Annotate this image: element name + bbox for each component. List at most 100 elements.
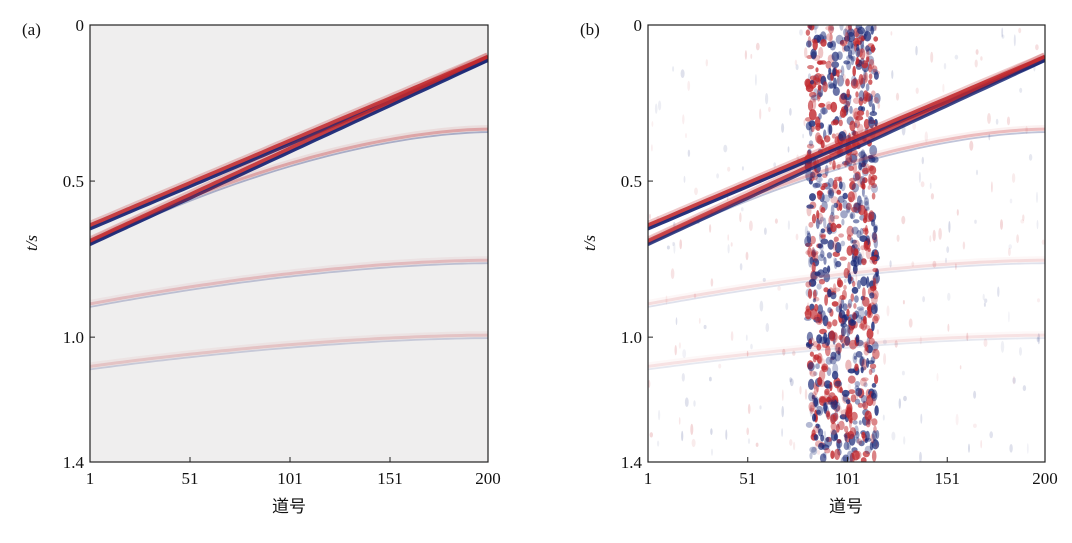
noise-speck xyxy=(710,278,714,287)
noise-speck xyxy=(781,123,785,133)
noise-blob xyxy=(864,92,871,103)
noise-speck xyxy=(727,244,730,254)
noise-blob xyxy=(841,343,845,349)
noise-speck xyxy=(1011,173,1016,183)
noise-blob xyxy=(816,343,822,351)
noise-blob xyxy=(861,181,865,190)
noise-speck xyxy=(862,32,865,44)
noise-blob xyxy=(815,317,823,325)
noise-speck xyxy=(674,345,677,356)
noise-speck xyxy=(984,298,988,303)
noise-blob xyxy=(872,267,878,273)
noise-speck xyxy=(809,406,813,417)
noise-blob xyxy=(848,49,853,59)
noise-blob xyxy=(831,51,840,62)
noise-blob xyxy=(808,401,815,412)
noise-blob xyxy=(838,316,845,325)
noise-speck xyxy=(877,102,881,109)
noise-speck xyxy=(759,405,762,410)
noise-blob xyxy=(818,428,824,437)
noise-blob xyxy=(867,247,871,252)
noise-speck xyxy=(947,323,950,332)
noise-blob xyxy=(816,355,822,364)
noise-speck xyxy=(745,334,748,341)
noise-blob xyxy=(861,258,867,266)
noise-blob xyxy=(860,276,868,287)
noise-speck xyxy=(723,144,728,153)
noise-blob xyxy=(860,394,868,403)
event-positive-lobe xyxy=(90,333,488,368)
noise-speck xyxy=(682,349,687,359)
noise-blob xyxy=(873,36,879,42)
noise-speck xyxy=(649,213,651,220)
noise-speck xyxy=(746,350,749,357)
noise-speck xyxy=(658,409,661,421)
noise-speck xyxy=(795,64,799,71)
noise-blob xyxy=(808,255,813,268)
noise-blob xyxy=(844,425,849,433)
noise-blob xyxy=(863,118,870,130)
noise-blob xyxy=(836,277,842,288)
noise-speck xyxy=(883,353,887,365)
noise-speck xyxy=(739,263,743,271)
noise-speck xyxy=(1036,337,1040,342)
noise-blob xyxy=(825,384,832,389)
noise-speck xyxy=(651,144,653,152)
noise-blob xyxy=(823,217,827,229)
noise-blob xyxy=(845,399,851,405)
noise-speck xyxy=(847,383,851,391)
noise-speck xyxy=(750,343,753,350)
noise-speck xyxy=(658,100,662,111)
noise-blob xyxy=(871,184,878,194)
noise-blob xyxy=(809,351,815,357)
noise-speck xyxy=(745,251,749,261)
noise-blob xyxy=(862,287,866,299)
noise-blob xyxy=(861,377,869,382)
noise-blob xyxy=(805,84,814,93)
y-tick-label: 0.5 xyxy=(63,172,84,191)
noise-blob xyxy=(830,292,837,300)
noise-blob xyxy=(822,267,828,274)
noise-speck xyxy=(665,295,668,305)
noise-blob xyxy=(859,48,866,60)
noise-speck xyxy=(747,403,751,415)
noise-speck xyxy=(755,442,759,447)
noise-blob xyxy=(840,409,849,418)
event-negative-lobe xyxy=(648,262,1045,308)
noise-blob xyxy=(829,32,833,44)
noise-blob xyxy=(820,250,825,259)
noise-blob xyxy=(806,40,812,48)
noise-speck xyxy=(711,448,713,456)
noise-blob xyxy=(804,308,812,320)
noise-blob xyxy=(829,189,834,197)
noise-speck xyxy=(730,331,734,342)
noise-blob xyxy=(824,448,831,454)
noise-speck xyxy=(891,431,896,441)
noise-speck xyxy=(997,286,1000,298)
noise-blob xyxy=(827,307,832,314)
noise-blob xyxy=(832,179,838,190)
noise-blob xyxy=(845,153,852,163)
noise-blob xyxy=(833,77,837,90)
noise-blob xyxy=(862,159,865,168)
noise-blob xyxy=(815,176,823,183)
noise-blob xyxy=(844,434,848,442)
noise-blob xyxy=(824,135,831,143)
noise-blob xyxy=(816,190,823,196)
noise-blob xyxy=(849,120,856,132)
noise-blob xyxy=(834,136,840,145)
noise-blob xyxy=(863,315,867,325)
noise-speck xyxy=(1009,444,1013,453)
event-positive-lobe xyxy=(90,258,488,306)
noise-blob xyxy=(821,182,828,188)
event-halo xyxy=(648,256,1045,306)
noise-blob xyxy=(818,278,826,285)
noise-speck xyxy=(838,406,842,413)
noise-blob xyxy=(857,195,862,206)
noise-speck xyxy=(865,44,869,55)
noise-speck xyxy=(725,429,728,441)
noise-blob xyxy=(815,181,822,188)
noise-blob xyxy=(870,285,877,292)
noise-speck xyxy=(1000,340,1005,353)
noise-blob xyxy=(823,272,831,283)
